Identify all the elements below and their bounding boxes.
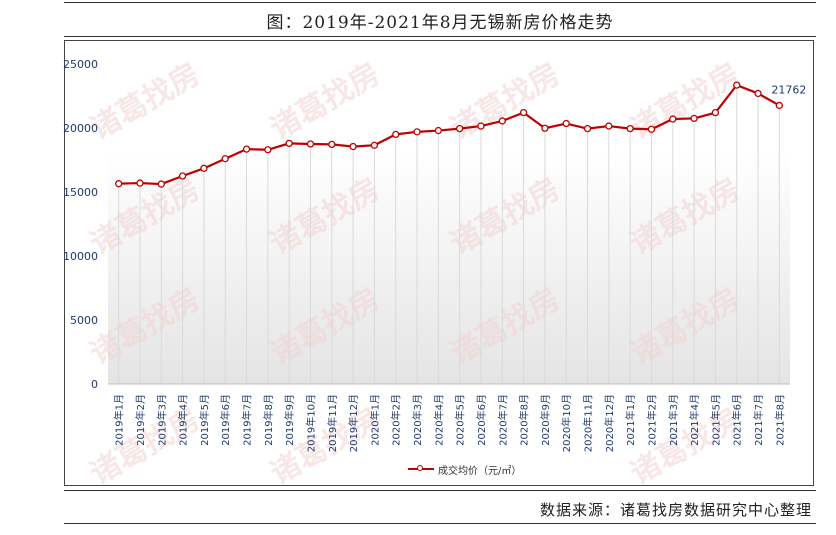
y-tick-label: 10000 xyxy=(63,250,98,263)
x-tick-label: 2020年9月 xyxy=(539,394,552,446)
data-point xyxy=(583,124,592,133)
x-tick-label: 2020年12月 xyxy=(603,394,616,452)
x-tick-label: 2020年4月 xyxy=(432,394,445,446)
y-tick-label: 0 xyxy=(91,378,98,391)
data-point xyxy=(456,124,464,133)
data-point xyxy=(221,155,229,163)
y-tick-label: 20000 xyxy=(63,122,98,135)
chart-legend: 成交均价（元/㎡） xyxy=(408,461,521,477)
x-tick-label: 2019年5月 xyxy=(198,394,211,446)
data-point xyxy=(690,114,698,123)
data-label: 21762 xyxy=(771,83,806,96)
data-point xyxy=(605,122,613,130)
x-tick-label: 2021年1月 xyxy=(624,394,637,446)
data-point xyxy=(434,126,442,135)
data-point xyxy=(775,101,783,110)
data-point xyxy=(413,128,421,136)
y-tick-label: 15000 xyxy=(63,186,98,199)
data-point xyxy=(285,139,293,148)
x-tick-label: 2019年9月 xyxy=(283,394,296,446)
x-tick-label: 2020年1月 xyxy=(368,394,381,446)
x-tick-label: 2019年3月 xyxy=(155,394,168,446)
data-point xyxy=(626,124,634,133)
legend-label: 成交均价（元/㎡） xyxy=(438,465,522,477)
x-tick-label: 2021年3月 xyxy=(667,394,680,446)
top-rule xyxy=(64,2,816,3)
chart-title: 图：2019年-2021年8月无锡新房价格走势 xyxy=(266,13,614,33)
x-tick-label: 2019年2月 xyxy=(134,394,147,446)
data-point xyxy=(306,140,315,148)
watermark: 诸葛找房 xyxy=(625,57,746,147)
data-point xyxy=(115,180,123,188)
data-point xyxy=(242,145,251,153)
watermark: 诸葛找房 xyxy=(265,57,386,147)
x-tick-label: 2019年6月 xyxy=(219,394,232,446)
data-point xyxy=(349,142,357,151)
plot-background xyxy=(108,150,790,384)
x-tick-label: 2020年11月 xyxy=(582,394,595,452)
x-tick-label: 2019年7月 xyxy=(241,394,254,446)
x-tick-label: 2020年10月 xyxy=(560,394,573,452)
data-point xyxy=(328,140,336,149)
x-tick-label: 2019年4月 xyxy=(177,394,190,446)
x-tick-label: 2020年6月 xyxy=(475,394,488,446)
data-point xyxy=(477,122,485,130)
x-tick-label: 2021年8月 xyxy=(773,394,786,446)
data-point xyxy=(733,81,741,89)
x-tick-label: 2021年7月 xyxy=(752,394,765,446)
x-tick-label: 2019年11月 xyxy=(326,394,339,452)
data-point xyxy=(178,172,187,180)
data-point xyxy=(647,125,656,133)
x-tick-label: 2019年12月 xyxy=(347,394,360,452)
data-point xyxy=(157,180,165,188)
data-point xyxy=(669,115,677,123)
data-point xyxy=(264,146,272,154)
data-point xyxy=(370,141,379,149)
x-tick-label: 2021年2月 xyxy=(645,394,658,446)
data-point xyxy=(519,108,528,117)
data-point xyxy=(200,164,208,172)
watermark: 诸葛找房 xyxy=(445,57,566,147)
title-rule xyxy=(64,36,816,37)
x-tick-label: 2020年5月 xyxy=(454,394,467,446)
x-tick-label: 2020年7月 xyxy=(496,394,509,446)
data-point xyxy=(136,179,144,187)
bottom-rule xyxy=(64,490,816,491)
source-rule xyxy=(64,523,816,524)
x-tick-label: 2019年10月 xyxy=(304,394,317,452)
data-point xyxy=(711,108,720,117)
watermark: 诸葛找房 xyxy=(625,402,746,492)
y-tick-label: 5000 xyxy=(70,314,98,327)
x-tick-label: 2020年2月 xyxy=(390,394,403,446)
x-tick-label: 2020年3月 xyxy=(411,394,424,446)
x-tick-label: 2021年5月 xyxy=(709,394,722,446)
data-point xyxy=(754,89,762,98)
data-point xyxy=(541,124,549,132)
watermark: 诸葛找房 xyxy=(265,402,386,492)
x-tick-label: 2021年6月 xyxy=(731,394,744,446)
x-tick-label: 2021年4月 xyxy=(688,394,701,446)
x-tick-label: 2019年8月 xyxy=(262,394,275,446)
source-note: 数据来源：诸葛找房数据研究中心整理 xyxy=(539,501,812,519)
data-point xyxy=(562,119,570,128)
x-tick-label: 2020年8月 xyxy=(518,394,531,446)
data-point xyxy=(498,117,506,125)
watermark: 诸葛找房 xyxy=(85,57,206,147)
series-line xyxy=(118,84,780,186)
legend-line-swatch xyxy=(408,465,434,471)
x-tick-label: 2019年1月 xyxy=(113,394,126,446)
y-tick-label: 25000 xyxy=(63,58,98,71)
data-point xyxy=(392,130,400,139)
